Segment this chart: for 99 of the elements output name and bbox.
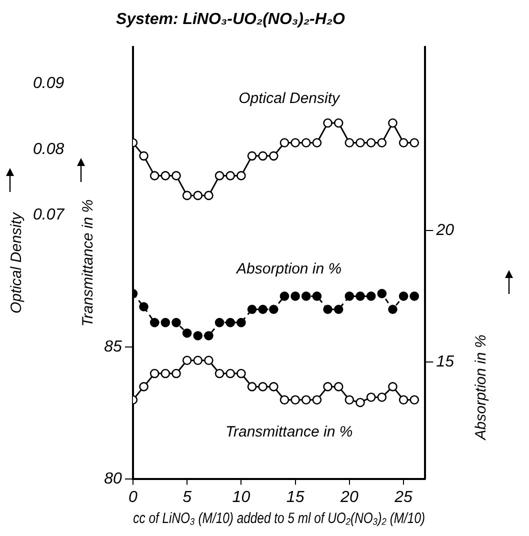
x-tick-label: 25 bbox=[394, 488, 413, 506]
point bbox=[344, 138, 354, 148]
y-tick-label: 80 bbox=[104, 470, 122, 488]
point bbox=[301, 292, 311, 301]
point bbox=[366, 392, 376, 402]
point bbox=[182, 328, 192, 338]
point bbox=[290, 138, 300, 148]
y2-tick-label: 0.07 bbox=[33, 206, 66, 224]
point bbox=[269, 382, 278, 392]
point bbox=[323, 304, 332, 314]
point bbox=[377, 392, 387, 402]
point bbox=[204, 356, 214, 366]
point bbox=[312, 395, 322, 404]
point bbox=[301, 395, 311, 404]
x-tick-label: 5 bbox=[182, 488, 192, 506]
point bbox=[290, 292, 300, 301]
x-tick-label: 15 bbox=[286, 488, 304, 506]
y2-axis-title: Optical Density bbox=[8, 211, 26, 314]
point bbox=[280, 395, 290, 404]
point bbox=[410, 138, 420, 148]
point bbox=[377, 138, 387, 148]
point bbox=[388, 382, 398, 392]
point bbox=[366, 138, 376, 148]
point bbox=[247, 382, 257, 392]
y-tick-label: 85 bbox=[104, 338, 122, 356]
point bbox=[344, 292, 354, 301]
series-label: Optical Density bbox=[238, 90, 341, 108]
x-axis-title: cc of LiNO₃ (M/10) added to 5 ml of UO₂(NO₃)₂ (M/10) bbox=[133, 510, 426, 526]
point bbox=[323, 382, 332, 392]
point bbox=[193, 190, 203, 200]
point bbox=[160, 368, 170, 378]
point bbox=[344, 395, 354, 404]
y2-tick-label: 0.09 bbox=[33, 74, 64, 92]
point bbox=[150, 171, 160, 180]
point bbox=[226, 368, 236, 378]
point bbox=[334, 304, 344, 314]
point bbox=[226, 171, 236, 180]
point bbox=[280, 138, 290, 148]
point bbox=[388, 118, 398, 128]
point bbox=[236, 368, 246, 378]
point bbox=[204, 190, 214, 200]
point bbox=[388, 304, 398, 314]
point bbox=[258, 382, 268, 392]
point bbox=[160, 318, 170, 328]
point bbox=[269, 151, 278, 161]
x-tick-label: 20 bbox=[340, 488, 358, 506]
point bbox=[377, 288, 387, 298]
series-label: Transmittance in % bbox=[225, 424, 353, 441]
point bbox=[312, 292, 322, 301]
point bbox=[236, 171, 246, 180]
point bbox=[398, 395, 408, 404]
point bbox=[204, 331, 214, 340]
point bbox=[323, 118, 332, 128]
chart-title: System: LiNO₃-UO₂(NO₃)₂-H₂O bbox=[116, 11, 346, 28]
point bbox=[334, 118, 344, 128]
point bbox=[139, 302, 148, 312]
point bbox=[139, 382, 148, 392]
point bbox=[312, 138, 322, 148]
point bbox=[172, 368, 181, 378]
point bbox=[398, 292, 408, 301]
point bbox=[290, 395, 300, 404]
point bbox=[139, 151, 148, 161]
point bbox=[182, 190, 192, 200]
y3-tick-label: 15 bbox=[436, 354, 454, 371]
point bbox=[356, 292, 365, 301]
point bbox=[150, 318, 160, 328]
point bbox=[356, 138, 365, 148]
point bbox=[398, 138, 408, 148]
point bbox=[247, 151, 257, 161]
point bbox=[182, 356, 192, 366]
point bbox=[269, 304, 278, 314]
x-tick-label: 10 bbox=[232, 488, 250, 506]
point bbox=[366, 292, 376, 301]
point bbox=[356, 398, 365, 408]
point bbox=[258, 304, 268, 314]
y-axis-title: Transmittance in % bbox=[79, 199, 96, 327]
point bbox=[226, 318, 236, 328]
point bbox=[214, 171, 224, 180]
y2-tick-label: 0.08 bbox=[33, 140, 64, 158]
point bbox=[410, 292, 420, 301]
point bbox=[193, 356, 203, 366]
y3-axis-title: Absorption in % bbox=[472, 334, 490, 441]
point bbox=[172, 171, 181, 180]
x-tick-label: 0 bbox=[128, 488, 138, 506]
point bbox=[193, 331, 203, 340]
series-label: Absorption in % bbox=[236, 260, 342, 278]
point bbox=[410, 395, 420, 404]
point bbox=[172, 318, 181, 328]
point bbox=[160, 171, 170, 180]
y3-tick-label: 20 bbox=[435, 222, 454, 239]
point bbox=[214, 318, 224, 328]
point bbox=[334, 382, 344, 392]
point bbox=[280, 292, 290, 301]
point bbox=[247, 304, 257, 314]
point bbox=[301, 138, 311, 148]
point bbox=[150, 368, 160, 378]
point bbox=[258, 151, 268, 161]
point bbox=[214, 368, 224, 378]
point bbox=[236, 318, 246, 328]
